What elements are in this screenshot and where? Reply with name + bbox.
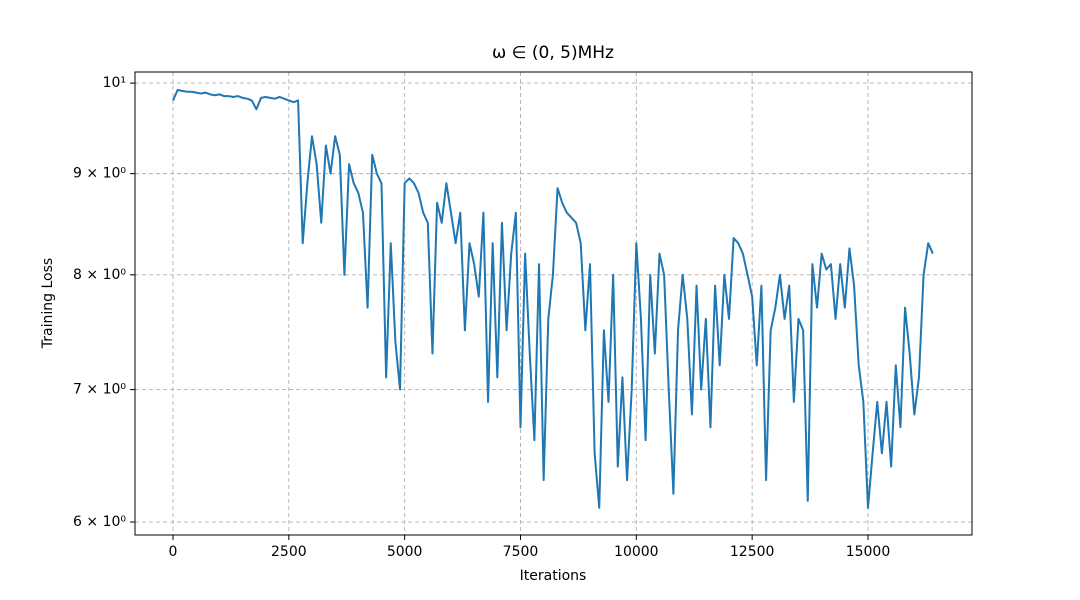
data-line [172,89,934,509]
y-tick-label: 7 × 10⁰ [73,382,126,398]
x-tick-label: 7500 [503,544,539,560]
x-tick-label: 2500 [271,544,307,560]
x-tick-label: 10000 [614,544,659,560]
y-tick-label: 6 × 10⁰ [73,514,126,530]
x-tick-label: 0 [169,544,178,560]
x-tick-label: 12500 [730,544,775,560]
x-tick-label: 5000 [387,544,423,560]
y-tick-label: 10¹ [103,75,126,91]
y-axis-label: Training Loss [40,258,56,349]
x-axis-label: Iterations [520,568,587,584]
chart-title: ω ∈ (0, 5)MHz [492,43,614,63]
x-tick-label: 15000 [846,544,891,560]
plot-frame [134,71,973,536]
y-tick-label: 9 × 10⁰ [73,166,126,182]
y-tick-label: 8 × 10⁰ [73,267,126,283]
